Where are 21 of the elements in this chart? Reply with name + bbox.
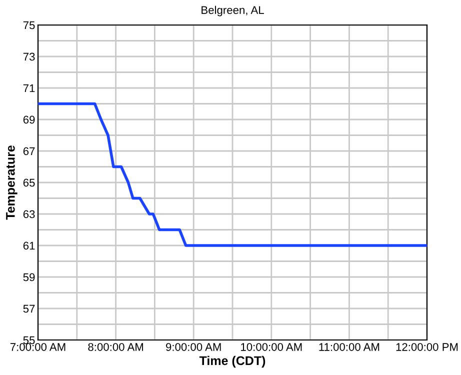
x-tick-label: 10:00:00 AM [241, 343, 302, 351]
x-tick-label: 7:00:00 AM [10, 343, 66, 351]
line-series [38, 102, 427, 247]
y-tick-label: 57 [23, 304, 35, 313]
y-tick-label: 69 [23, 116, 35, 124]
y-tick-label: 65 [23, 178, 35, 187]
x-tick-label: 12:00:00 PM [396, 343, 458, 351]
y-tick-label: 61 [23, 242, 35, 250]
y-axis-title: Temperature [6, 146, 18, 220]
y-tick-label: 73 [23, 52, 35, 61]
x-tick-label: 11:00:00 AM [319, 343, 380, 351]
y-tick-label: 63 [23, 210, 35, 218]
y-tick-label: 71 [23, 84, 35, 92]
y-tick-label: 75 [23, 21, 35, 30]
x-tick-label: 8:00:00 AM [88, 343, 143, 351]
y-tick-label: 67 [23, 147, 35, 156]
y-tick-label: 55 [23, 336, 35, 344]
chart-title: Belgreen, AL [202, 6, 264, 16]
x-axis-title: Time (CDT) [199, 356, 266, 368]
y-tick-label: 59 [23, 273, 35, 282]
x-tick-label: 9:00:00 AM [166, 343, 221, 351]
